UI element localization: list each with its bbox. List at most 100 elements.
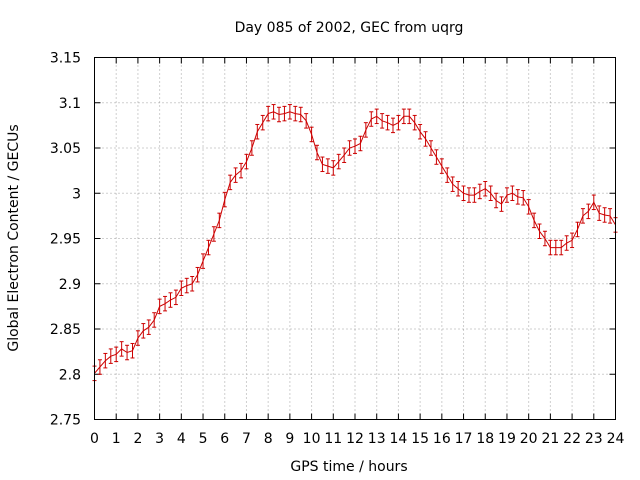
y-tick-label: 2.75	[50, 413, 81, 429]
y-axis-label: Global Electron Content / GECUs	[6, 124, 22, 351]
gec-point	[537, 223, 542, 239]
x-tick-label: 15	[411, 431, 429, 447]
gec-point	[580, 208, 585, 224]
gec-point	[564, 235, 569, 251]
gec-point	[358, 135, 363, 152]
x-tick-label: 1	[112, 431, 121, 447]
gec-point	[320, 156, 325, 173]
x-tick-label: 23	[585, 431, 603, 447]
gec-point	[342, 147, 347, 163]
x-tick-label: 14	[390, 431, 408, 447]
gec-point	[315, 144, 320, 161]
x-tick-label: 13	[368, 431, 386, 447]
gec-point	[135, 330, 140, 346]
gec-point	[396, 114, 401, 131]
y-tick-labels: 2.75 2.8 2.85 2.9 2.95 3 3.05 3.1 3.15	[50, 51, 81, 429]
gec-point	[466, 187, 471, 203]
gec-point	[141, 323, 146, 339]
gec-point	[157, 298, 162, 315]
gec-point	[499, 196, 504, 212]
gec-point	[217, 212, 222, 229]
gec-point	[271, 104, 276, 120]
plot-frame	[94, 57, 616, 420]
gec-point	[445, 167, 450, 183]
gec-point	[336, 153, 341, 170]
gec-point	[331, 160, 336, 176]
gec-point	[163, 295, 168, 312]
x-tick-label: 24	[607, 431, 625, 447]
gec-point	[222, 191, 227, 208]
gec-point	[325, 158, 330, 174]
gec-point	[190, 276, 195, 292]
x-tick-label: 3	[155, 431, 164, 447]
y-tick-label: 2.9	[59, 277, 81, 293]
gec-point	[266, 105, 271, 122]
gec-point	[423, 131, 428, 147]
gec-point	[146, 319, 151, 335]
y-tick-label: 3	[72, 186, 81, 202]
gec-point	[586, 203, 591, 220]
gec-point	[114, 346, 119, 363]
gec-point	[504, 187, 509, 203]
y-tick-label: 2.85	[50, 322, 81, 338]
gec-point	[559, 239, 564, 256]
x-tick-label: 19	[498, 431, 516, 447]
x-tick-label: 6	[220, 431, 229, 447]
gec-point	[184, 277, 189, 294]
gec-point	[168, 292, 173, 308]
y-tick-label: 3.15	[50, 51, 81, 67]
x-tick-label: 9	[285, 431, 294, 447]
gec-point	[363, 122, 368, 138]
gec-point	[456, 180, 461, 197]
x-tick-label: 12	[346, 431, 364, 447]
x-tick-label: 0	[90, 431, 99, 447]
gec-point	[477, 183, 482, 200]
gec-point	[488, 185, 493, 201]
gec-point	[239, 162, 244, 179]
gec-point	[380, 113, 385, 129]
gec-point	[369, 111, 374, 127]
y-tick-label: 2.95	[50, 232, 81, 248]
gec-point	[195, 266, 200, 283]
y-tick-label: 2.8	[59, 367, 81, 383]
gec-point	[119, 341, 124, 357]
gec-point	[434, 149, 439, 165]
gec-point	[510, 185, 515, 201]
gec-point	[548, 239, 553, 256]
axis-ticks	[94, 57, 616, 420]
x-tick-label: 2	[133, 431, 142, 447]
gec-point	[244, 153, 249, 170]
grid-lines	[94, 57, 616, 420]
gec-point	[570, 232, 575, 249]
x-axis-label: GPS time / hours	[290, 459, 407, 475]
gec-point	[260, 114, 265, 131]
gec-point	[461, 185, 466, 201]
gec-point	[412, 114, 417, 131]
gec-point	[108, 348, 113, 364]
gec-point	[173, 289, 178, 306]
gec-point	[374, 108, 379, 125]
x-tick-labels: 0 1 2 3 4 5 6 7 8 9 10 11 12 13 14 15 16 17 18 19 20 21 22 23 24	[90, 431, 624, 447]
gec-point	[103, 352, 108, 369]
gec-point	[287, 104, 292, 120]
chart-title: Day 085 of 2002, GEC from uqrg	[235, 20, 464, 36]
x-tick-label: 21	[541, 431, 559, 447]
x-tick-label: 16	[433, 431, 451, 447]
gec-point	[206, 239, 211, 256]
gec-point	[407, 108, 412, 125]
gec-point	[125, 344, 130, 361]
gec-point	[418, 123, 423, 140]
gec-point	[483, 180, 488, 197]
gec-point	[249, 140, 254, 156]
gec-point	[277, 106, 282, 123]
gec-point	[597, 205, 602, 221]
gec-point	[309, 126, 314, 143]
gec-point	[211, 226, 216, 242]
gec-point	[282, 105, 287, 122]
gec-point	[532, 212, 537, 229]
x-tick-label: 17	[455, 431, 473, 447]
x-tick-label: 11	[324, 431, 342, 447]
x-tick-label: 5	[199, 431, 208, 447]
